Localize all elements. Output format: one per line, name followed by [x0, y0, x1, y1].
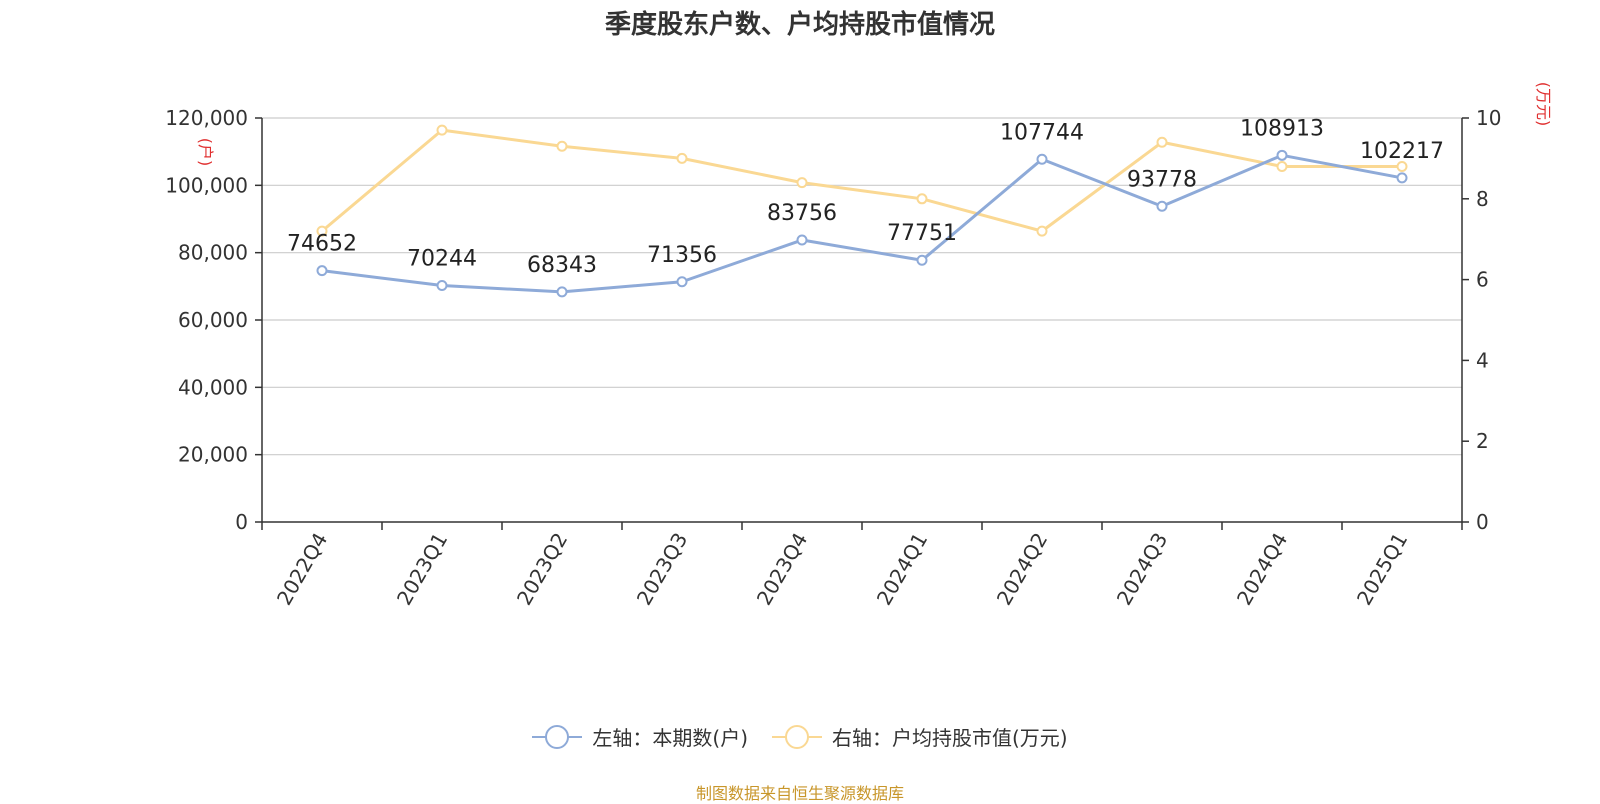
right-tick-label: 4 [1476, 348, 1489, 372]
left-tick-label: 100,000 [165, 173, 248, 197]
legend-marker-icon [772, 724, 822, 749]
left-series-line [321, 153, 1403, 294]
right-series-point [1036, 225, 1048, 237]
data-label: 70244 [407, 247, 477, 272]
x-tick-label: 2024Q1 [872, 529, 932, 610]
left-series-point [1276, 149, 1288, 161]
x-tick-label: 2024Q4 [1232, 529, 1292, 610]
left-series-point [436, 280, 448, 292]
legend-item-left-series[interactable]: 左轴：本期数(户) [532, 722, 748, 751]
legend: 左轴：本期数(户) 右轴：户均持股市值(万元) [0, 722, 1600, 751]
left-tick-label: 120,000 [165, 106, 248, 130]
left-axis-unit: (户) [196, 138, 215, 167]
right-series-point [916, 193, 928, 205]
axis-unit-labels: (户) (万元) [196, 82, 1553, 167]
series-right [316, 124, 1408, 237]
left-tick-label: 40,000 [178, 375, 248, 399]
right-series-point [316, 225, 328, 237]
grid-lines [262, 117, 1462, 456]
right-series-point [796, 177, 808, 189]
left-series-point [1156, 200, 1168, 212]
legend-label: 右轴：户均持股市值(万元) [832, 726, 1068, 750]
data-label: 74652 [287, 232, 357, 257]
right-tick-label: 0 [1476, 510, 1489, 534]
x-tick-label: 2023Q2 [512, 529, 572, 610]
x-tick-label: 2024Q3 [1112, 529, 1172, 610]
data-label: 108913 [1240, 116, 1324, 141]
source-note: 制图数据来自恒生聚源数据库 [695, 784, 904, 803]
data-label: 107744 [1000, 120, 1084, 145]
right-series-point [676, 152, 688, 164]
left-series-point [556, 286, 568, 298]
data-label: 68343 [527, 253, 597, 278]
left-series-point [796, 234, 808, 246]
right-series-point [436, 124, 448, 136]
left-axis-ticks: 0 20,000 40,000 60,000 80,000 100,000 120,000 [165, 106, 262, 534]
right-series-point [1276, 160, 1288, 172]
left-series-point [1396, 172, 1408, 184]
data-label: 71356 [647, 243, 717, 268]
data-label: 77751 [887, 221, 957, 246]
data-label: 93778 [1127, 167, 1197, 192]
left-tick-label: 20,000 [178, 443, 248, 467]
chart-title: 季度股东户数、户均持股市值情况 [604, 10, 995, 40]
right-series-point [556, 140, 568, 152]
right-tick-label: 8 [1476, 187, 1489, 211]
x-tick-label: 2022Q4 [272, 529, 332, 610]
x-tick-label: 2023Q4 [752, 529, 812, 610]
legend-label: 左轴：本期数(户) [592, 726, 748, 750]
right-tick-label: 6 [1476, 268, 1489, 292]
x-tick-label: 2024Q2 [992, 529, 1052, 610]
data-labels: 74652 70244 68343 71356 83756 77751 107744 9377… [287, 116, 1444, 278]
right-series-point [1396, 160, 1408, 172]
left-series-point [916, 254, 928, 266]
right-axis-unit: (万元) [1534, 82, 1553, 127]
data-label: 83756 [767, 201, 837, 226]
right-axis-ticks: 0 2 4 6 8 10 [1462, 106, 1501, 534]
x-tick-label: 2025Q1 [1352, 529, 1412, 610]
data-label: 102217 [1360, 139, 1444, 164]
x-tick-label: 2023Q1 [392, 529, 452, 610]
left-tick-label: 0 [235, 510, 248, 534]
x-axis-ticks: 2022Q4 2023Q1 2023Q2 2023Q3 2023Q4 2024Q1 2024… [261, 522, 1463, 610]
left-series-point [676, 276, 688, 288]
left-series-point [1036, 153, 1048, 165]
legend-marker-icon [532, 724, 583, 749]
right-tick-label: 10 [1476, 106, 1501, 130]
right-tick-label: 2 [1476, 429, 1489, 453]
left-tick-label: 80,000 [178, 241, 248, 265]
left-tick-label: 60,000 [178, 308, 248, 332]
series-left [316, 149, 1408, 298]
right-series-point [1156, 136, 1168, 148]
right-series-line [321, 128, 1402, 233]
x-tick-label: 2023Q3 [632, 529, 692, 610]
legend-item-right-series[interactable]: 右轴：户均持股市值(万元) [772, 722, 1068, 751]
left-series-point [316, 265, 328, 277]
